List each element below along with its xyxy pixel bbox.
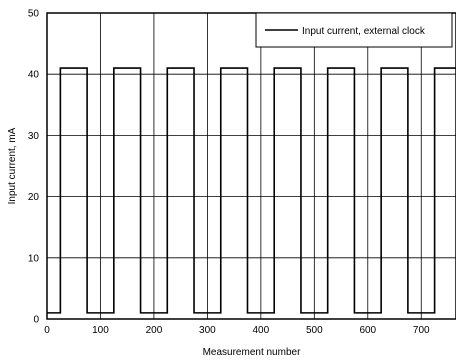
y-tick-label: 0 [33, 315, 39, 326]
x-tick-label: 300 [199, 325, 216, 336]
x-tick-label: 700 [413, 325, 430, 336]
series-line-0 [47, 67, 456, 314]
x-tick-label: 400 [253, 325, 270, 336]
y-tick-label: 30 [28, 131, 40, 142]
x-axis-label: Measurement number [203, 347, 301, 358]
x-tick-label: 600 [359, 325, 376, 336]
x-tick-label: 100 [92, 325, 109, 336]
y-tick-label: 50 [28, 9, 40, 20]
grid-lines [47, 13, 456, 319]
y-tick-label: 10 [28, 253, 40, 264]
x-tick-label: 0 [44, 325, 50, 336]
x-tick-label: 500 [306, 325, 323, 336]
data-series [47, 67, 456, 314]
y-tick-label: 20 [28, 192, 40, 203]
plot-frame [46, 12, 456, 320]
legend-entry: Input current, external clock [302, 26, 426, 37]
x-tick-label: 200 [146, 325, 163, 336]
x-tick-labels: 0 100 200 300 400 500 600 700 [44, 325, 430, 336]
y-tick-label: 40 [28, 70, 40, 81]
legend: Input current, external clock [255, 12, 453, 48]
y-tick-labels: 0 10 20 30 40 50 [28, 9, 40, 326]
y-axis-label: Input current, mA [7, 127, 18, 204]
